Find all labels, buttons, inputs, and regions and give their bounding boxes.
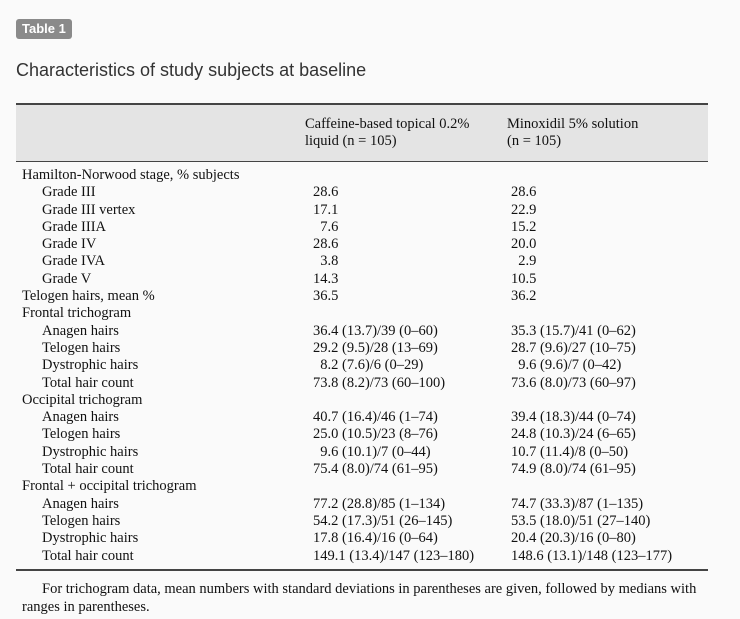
row-label: Hamilton-Norwood stage, % subjects [22,167,240,183]
table-row: Telogen hairs 29.2 (9.5)/28 (13–69) 28.7 (… [16,340,708,357]
table-row: Anagen hairs 36.4 (13.7)/39 (0–60) 35.3 (1… [16,323,708,340]
table-row: Anagen hairs 40.7 (16.4)/46 (1–74) 39.4 (1… [16,409,708,426]
row-label: Frontal + occipital trichogram [22,478,197,495]
cell-minoxidil: 22.9 [511,201,537,218]
cell-minoxidil: 73.6 (8.0)/73 (60–97) [511,374,636,391]
table-footnote: For trichogram data, mean numbers with s… [22,580,697,615]
column-header-minoxidil-line2: (n = 105) [507,133,562,149]
cell-minoxidil: 24.8 (10.3)/24 (6–65) [511,426,636,443]
column-header-caffeine: Caffeine-based topical 0.2% liquid (n = … [305,116,469,150]
row-label: Total hair count [42,374,134,391]
column-header-caffeine-line1: Caffeine-based topical 0.2% [305,116,470,132]
data-table: Caffeine-based topical 0.2% liquid (n = … [16,103,708,616]
cell-caffeine: 149.1 (13.4)/147 (123–180) [313,547,475,564]
cell-minoxidil: 20.4 (20.3)/16 (0–80) [511,530,636,547]
row-label: Telogen hairs [42,339,121,356]
row-label: Grade IV [42,236,97,253]
row-label: Grade IIIA [42,218,107,235]
cell-minoxidil: 10.5 [511,270,537,287]
table-header: Caffeine-based topical 0.2% liquid (n = … [16,103,708,162]
row-label: Total hair count [42,547,134,564]
table-caption: Characteristics of study subjects at bas… [16,60,367,80]
cell-caffeine: 40.7 (16.4)/46 (1–74) [313,409,438,426]
cell-caffeine: 9.6 (10.1)/7 (0–44) [313,443,431,460]
row-label: Telogen hairs [42,512,121,529]
cell-caffeine: 14.3 [313,270,339,287]
table-row: Frontal trichogram [16,305,708,322]
cell-minoxidil: 39.4 (18.3)/44 (0–74) [511,409,636,426]
table-row: Telogen hairs, mean % 36.5 36.2 [16,288,708,305]
row-label: Grade III [42,184,96,201]
cell-caffeine: 28.6 [313,236,339,253]
table-bottom-rule [16,568,708,571]
cell-minoxidil: 9.6 (9.6)/7 (0–42) [511,357,622,374]
row-label: Anagen hairs [42,409,119,426]
cell-caffeine: 17.1 [313,201,339,218]
row-label: Telogen hairs, mean % [22,288,155,305]
cell-caffeine: 28.6 [313,184,339,201]
row-label: Dystrophic hairs [42,357,139,374]
cell-minoxidil: 36.2 [511,288,537,305]
row-label: Dystrophic hairs [42,443,139,460]
cell-caffeine: 25.0 (10.5)/23 (8–76) [313,426,438,443]
cell-minoxidil: 2.9 [511,253,537,270]
table-row: Telogen hairs 25.0 (10.5)/23 (8–76) 24.8 (… [16,426,708,443]
row-label: Total hair count [42,461,134,478]
cell-minoxidil: 148.6 (13.1)/148 (123–177) [511,547,673,564]
row-label: Grade V [42,270,92,287]
table-row: Anagen hairs 77.2 (28.8)/85 (1–134) 74.7 (… [16,496,708,513]
table-row: Total hair count 75.4 (8.0)/74 (61–95) 74.… [16,461,708,478]
table-row: Dystrophic hairs 9.6 (10.1)/7 (0–44) 10.7… [16,444,708,461]
table-row: Grade IV 28.6 20.0 [16,236,708,253]
cell-caffeine: 3.8 [313,253,339,270]
cell-caffeine: 7.6 [313,218,339,235]
cell-caffeine: 17.8 (16.4)/16 (0–64) [313,530,438,547]
table-row: Total hair count 149.1 (13.4)/147 (123–18… [16,548,708,565]
table-row: Dystrophic hairs 8.2 (7.6)/6 (0–29) 9.6 … [16,357,708,374]
table-row: Grade IIIA 7.6 15.2 [16,219,708,236]
cell-caffeine: 29.2 (9.5)/28 (13–69) [313,339,438,356]
row-label: Anagen hairs [42,495,119,512]
table-row: Grade V 14.3 10.5 [16,271,708,288]
row-label: Frontal trichogram [22,305,132,322]
cell-minoxidil: 15.2 [511,218,537,235]
column-header-caffeine-line2: liquid (n = 105) [305,133,397,149]
cell-caffeine: 77.2 (28.8)/85 (1–134) [313,495,446,512]
cell-caffeine: 54.2 (17.3)/51 (26–145) [313,512,453,529]
row-label: Grade III vertex [42,201,136,218]
row-label: Dystrophic hairs [42,530,139,547]
row-label: Telogen hairs [42,426,121,443]
table-row: Telogen hairs 54.2 (17.3)/51 (26–145) 53.5… [16,513,708,530]
row-label: Grade IVA [42,253,105,270]
cell-minoxidil: 74.7 (33.3)/87 (1–135) [511,495,644,512]
cell-minoxidil: 10.7 (11.4)/8 (0–50) [511,443,629,460]
cell-caffeine: 36.5 [313,288,339,305]
cell-minoxidil: 28.7 (9.6)/27 (10–75) [511,339,636,356]
table-row: Dystrophic hairs 17.8 (16.4)/16 (0–64) 20.… [16,530,708,547]
table-row: Hamilton-Norwood stage, % subjects [16,167,708,184]
table-row: Frontal + occipital trichogram [16,478,708,495]
cell-caffeine: 8.2 (7.6)/6 (0–29) [313,357,424,374]
cell-minoxidil: 53.5 (18.0)/51 (27–140) [511,512,651,529]
table-row: Occipital trichogram [16,392,708,409]
cell-caffeine: 36.4 (13.7)/39 (0–60) [313,322,438,339]
table-row: Total hair count 73.8 (8.2)/73 (60–100) 73… [16,375,708,392]
cell-minoxidil: 35.3 (15.7)/41 (0–62) [511,322,636,339]
table-row: Grade III vertex 17.1 22.9 [16,202,708,219]
table-body: Hamilton-Norwood stage, % subjects Grade … [16,167,708,565]
cell-minoxidil: 20.0 [511,236,537,253]
table-row: Grade III 28.6 28.6 [16,184,708,201]
cell-caffeine: 75.4 (8.0)/74 (61–95) [313,461,438,478]
cell-minoxidil: 28.6 [511,184,537,201]
table-badge: Table 1 [16,19,72,39]
row-label: Anagen hairs [42,322,119,339]
cell-minoxidil: 74.9 (8.0)/74 (61–95) [511,461,636,478]
column-header-minoxidil-line1: Minoxidil 5% solution [507,116,639,132]
column-header-minoxidil: Minoxidil 5% solution (n = 105) [507,116,638,150]
row-label: Occipital trichogram [22,391,143,408]
table-row: Grade IVA 3.8 2.9 [16,253,708,270]
cell-caffeine: 73.8 (8.2)/73 (60–100) [313,374,446,391]
